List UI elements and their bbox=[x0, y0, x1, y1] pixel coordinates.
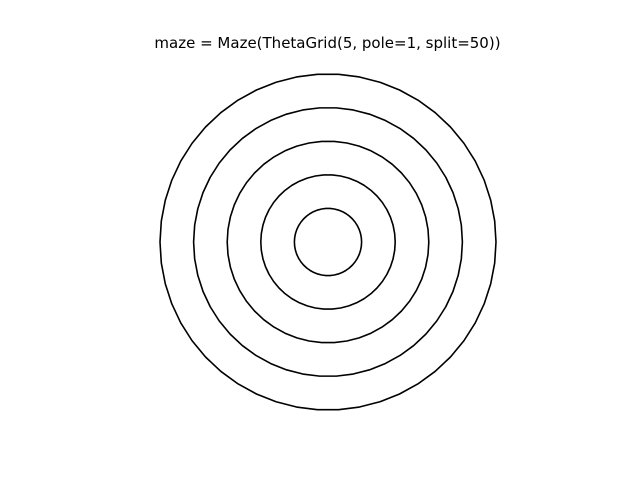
maze-ring-1 bbox=[293, 207, 363, 277]
maze-ring-2 bbox=[259, 174, 397, 310]
maze-rings bbox=[159, 73, 497, 411]
maze-ring-4 bbox=[192, 107, 464, 377]
figure-title: maze = Maze(ThetaGrid(5, pole=1, split=5… bbox=[154, 34, 501, 52]
maze-ring-3 bbox=[226, 140, 430, 344]
maze-ring-5 bbox=[159, 73, 497, 411]
